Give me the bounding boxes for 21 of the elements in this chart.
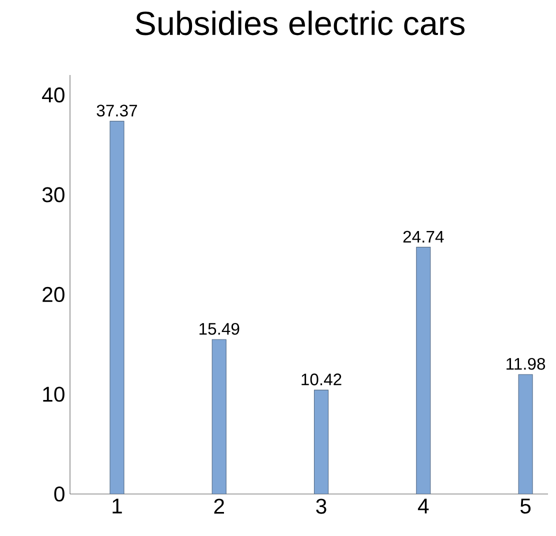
x-tick-label: 4 — [418, 498, 429, 514]
x-tick-label: 3 — [316, 498, 326, 514]
y-tick-label: 0 — [54, 486, 64, 502]
data-label: 15.49 — [200, 322, 240, 335]
bar — [314, 390, 329, 494]
y-tick-label: 40 — [42, 87, 64, 103]
data-label: 10.42 — [302, 374, 342, 386]
bar — [212, 339, 226, 494]
chart-title: Subsidies electric cars — [136, 10, 465, 36]
data-label: 24.74 — [403, 230, 444, 242]
y-tick-label: 10 — [43, 386, 64, 402]
x-tick-label: 1 — [112, 498, 122, 514]
data-label: 37.37 — [96, 104, 137, 116]
bar — [110, 120, 124, 494]
x-tick-label: 5 — [520, 498, 531, 514]
x-tick-label: 2 — [214, 498, 224, 514]
y-tick-label: 20 — [42, 286, 64, 302]
y-tick-label: 30 — [42, 187, 64, 202]
data-label: 11.98 — [506, 358, 546, 370]
bar — [416, 246, 431, 494]
bar — [518, 374, 533, 494]
